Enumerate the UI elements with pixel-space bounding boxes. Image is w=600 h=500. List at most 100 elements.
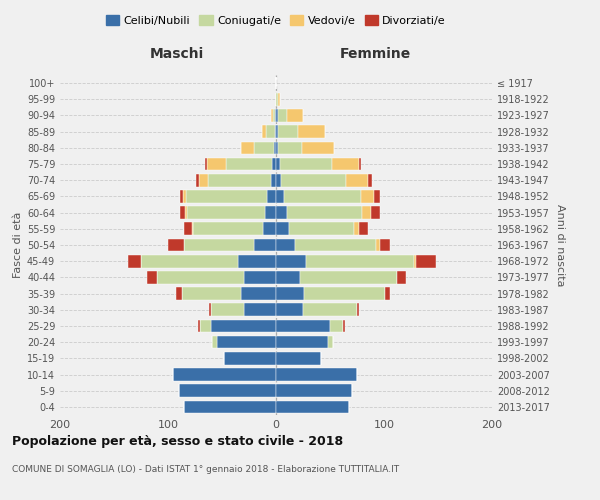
Bar xyxy=(184,238,254,252)
Bar xyxy=(141,255,238,268)
Bar xyxy=(276,222,289,235)
Bar xyxy=(276,384,352,397)
Bar xyxy=(276,352,322,364)
Bar xyxy=(303,304,357,316)
Bar xyxy=(278,142,302,154)
Bar xyxy=(276,158,280,170)
Bar xyxy=(211,320,276,332)
Bar xyxy=(254,142,274,154)
Bar xyxy=(212,336,217,348)
Bar xyxy=(414,255,416,268)
Bar xyxy=(196,174,199,186)
Bar xyxy=(276,109,278,122)
Bar xyxy=(173,368,276,381)
Bar xyxy=(380,238,391,252)
Bar xyxy=(276,142,278,154)
Bar xyxy=(148,271,157,283)
Bar xyxy=(185,206,187,219)
Bar xyxy=(209,304,211,316)
Bar xyxy=(276,400,349,413)
Bar xyxy=(295,238,376,252)
Bar xyxy=(302,142,334,154)
Bar xyxy=(217,336,276,348)
Bar xyxy=(207,158,226,170)
Bar xyxy=(354,222,359,235)
Bar xyxy=(284,190,361,202)
Bar xyxy=(244,304,276,316)
Bar xyxy=(276,320,330,332)
Bar xyxy=(276,174,281,186)
Bar xyxy=(241,142,254,154)
Bar xyxy=(300,271,397,283)
Bar xyxy=(276,126,278,138)
Bar xyxy=(276,368,357,381)
Bar xyxy=(361,190,374,202)
Bar xyxy=(330,320,343,332)
Bar xyxy=(226,158,272,170)
Bar xyxy=(385,288,391,300)
Bar xyxy=(182,288,241,300)
Bar xyxy=(306,255,414,268)
Bar xyxy=(208,174,271,186)
Bar xyxy=(268,190,276,202)
Bar xyxy=(276,238,295,252)
Bar xyxy=(359,222,368,235)
Bar xyxy=(276,93,278,106)
Text: COMUNE DI SOMAGLIA (LO) - Dati ISTAT 1° gennaio 2018 - Elaborazione TUTTITALIA.I: COMUNE DI SOMAGLIA (LO) - Dati ISTAT 1° … xyxy=(12,465,399,474)
Bar xyxy=(278,109,287,122)
Bar xyxy=(193,222,263,235)
Bar xyxy=(274,142,276,154)
Bar xyxy=(244,271,276,283)
Bar xyxy=(371,206,380,219)
Bar xyxy=(241,288,276,300)
Bar xyxy=(346,174,368,186)
Bar xyxy=(275,109,276,122)
Bar xyxy=(359,158,361,170)
Bar xyxy=(276,255,306,268)
Bar xyxy=(276,271,300,283)
Bar xyxy=(184,222,192,235)
Bar xyxy=(238,255,276,268)
Bar xyxy=(368,174,372,186)
Bar xyxy=(187,190,268,202)
Bar xyxy=(362,206,371,219)
Bar xyxy=(328,336,333,348)
Bar xyxy=(179,384,276,397)
Y-axis label: Anni di nascita: Anni di nascita xyxy=(555,204,565,286)
Bar xyxy=(376,238,380,252)
Bar xyxy=(416,255,436,268)
Bar xyxy=(200,320,211,332)
Bar xyxy=(254,238,276,252)
Bar xyxy=(287,206,362,219)
Bar xyxy=(276,190,284,202)
Bar xyxy=(276,336,328,348)
Bar xyxy=(280,158,332,170)
Bar xyxy=(276,288,304,300)
Bar xyxy=(128,255,141,268)
Bar xyxy=(205,158,207,170)
Bar xyxy=(278,93,280,106)
Bar xyxy=(298,126,325,138)
Bar xyxy=(278,126,298,138)
Bar xyxy=(332,158,359,170)
Bar xyxy=(275,126,276,138)
Bar xyxy=(224,352,276,364)
Bar xyxy=(157,271,244,283)
Bar xyxy=(287,109,303,122)
Bar xyxy=(272,158,276,170)
Text: Femmine: Femmine xyxy=(340,48,411,62)
Bar xyxy=(184,400,276,413)
Bar xyxy=(343,320,345,332)
Bar xyxy=(180,206,185,219)
Bar xyxy=(183,190,187,202)
Bar xyxy=(192,222,193,235)
Bar xyxy=(176,288,182,300)
Bar xyxy=(263,222,276,235)
Bar xyxy=(168,238,184,252)
Bar xyxy=(265,206,276,219)
Bar xyxy=(198,320,200,332)
Bar xyxy=(273,109,275,122)
Bar xyxy=(357,304,359,316)
Legend: Celibi/Nubili, Coniugati/e, Vedovi/e, Divorziati/e: Celibi/Nubili, Coniugati/e, Vedovi/e, Di… xyxy=(101,10,451,30)
Bar xyxy=(271,109,273,122)
